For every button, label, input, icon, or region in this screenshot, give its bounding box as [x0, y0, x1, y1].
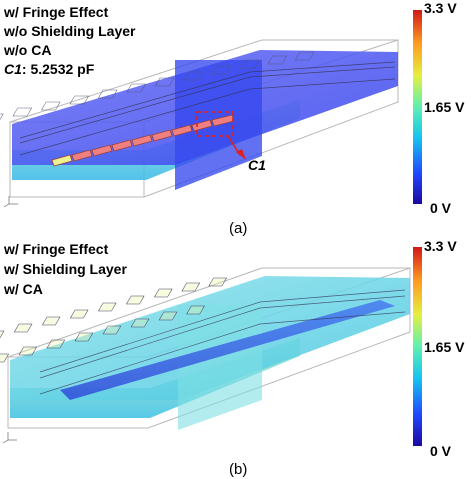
panel-b-axis-triad [2, 432, 17, 444]
panel-a-capacitance-value: : 5.2532 pF [22, 61, 95, 77]
panel-a-colorbar-mid: 1.65 V [424, 99, 465, 115]
panel-b-condition-line-3: w/ CA [3, 281, 43, 297]
panel-a-capacitance-symbol: C1 [4, 61, 22, 77]
panel-b-colorbar [413, 247, 422, 446]
panel-b-condition-line-2: w/ Shielding Layer [3, 261, 127, 277]
panel-a-trace-lines [19, 61, 396, 156]
panel-a-colorbar-max: 3.3 V [424, 0, 457, 16]
panel-a-colorbar [413, 10, 422, 204]
panel-a-c1-arrowhead [236, 149, 246, 160]
panel-b-colorbar-min: 0 V [430, 443, 452, 459]
panel-b-vertical-cut-plane [178, 305, 262, 430]
panel-a-condition-line-1: w/ Fringe Effect [3, 4, 109, 20]
panel-b: w/ Fringe Effect w/ Shielding Layer w/ C… [0, 238, 465, 478]
panel-b-condition-line-1: w/ Fringe Effect [3, 241, 109, 257]
panel-a-electrode-row-front [51, 114, 235, 167]
panel-a-c1-callout-label: C1 [248, 157, 266, 173]
panel-b-caption: (b) [229, 461, 247, 478]
panel-b-colorbar-mid: 1.65 V [424, 339, 465, 355]
panel-a-colorbar-min: 0 V [430, 200, 452, 216]
panel-a-condition-line-2: w/o Shielding Layer [3, 23, 136, 39]
panel-a-axis-triad [3, 196, 18, 208]
panel-b-colorbar-max: 3.3 V [424, 238, 457, 254]
panel-a-c1-highlight-box [196, 111, 234, 137]
panel-b-low-potential-strip [60, 300, 395, 400]
panel-a: C1 w/ Fringe Effect w/o Shielding Layer … [0, 0, 465, 237]
panel-a-caption: (a) [229, 220, 247, 237]
panel-b-trace-lines [39, 289, 406, 395]
panel-a-electrode-outlines [0, 51, 315, 123]
panel-b-electrode-outlines [0, 277, 227, 363]
panel-a-condition-line-3: w/o CA [3, 42, 51, 58]
panel-a-capacitance-readout: C1: 5.2532 pF [4, 61, 95, 77]
